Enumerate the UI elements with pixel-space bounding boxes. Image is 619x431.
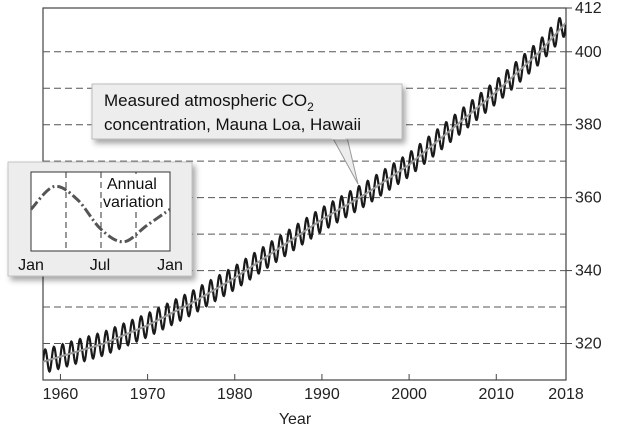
gridlines	[43, 51, 566, 345]
x-axis: 1960 1970 1980 1990 2000 2010 2018	[43, 374, 584, 403]
x-tick-label-2010: 2010	[478, 386, 514, 403]
x-tick-label-1970: 1970	[130, 386, 166, 403]
inset-annual-variation: Annual variation Jan Jul Jan	[7, 161, 193, 277]
x-tick-label-1960: 1960	[43, 386, 79, 403]
x-axis-title: Year	[279, 411, 312, 428]
callout-line-1: Measured atmospheric CO2	[104, 91, 314, 114]
inset-x-label-jan-end: Jan	[157, 257, 183, 274]
y-tick-label-320: 320	[575, 336, 602, 353]
x-tick-label-2000: 2000	[391, 386, 427, 403]
inset-title-line-1: Annual	[107, 176, 157, 193]
inset-x-label-jul: Jul	[90, 257, 110, 274]
y-tick-label-380: 380	[575, 117, 602, 134]
series-trend-line	[43, 21, 566, 363]
callout-box	[91, 83, 403, 140]
y-tick-label-400: 400	[575, 44, 602, 61]
y-axis: 320 340 360 380 400 412	[566, 0, 602, 353]
x-tick-label-2018: 2018	[548, 386, 584, 403]
inset-title-line-2: variation	[103, 194, 163, 211]
y-tick-label-340: 340	[575, 263, 602, 280]
inset-x-label-jan-start: Jan	[18, 257, 44, 274]
x-tick-label-1990: 1990	[304, 386, 340, 403]
x-tick-label-1980: 1980	[217, 386, 253, 403]
y-tick-label-360: 360	[575, 190, 602, 207]
y-tick-label-412: 412	[575, 0, 602, 17]
callout-annotation: Measured atmospheric CO2 concentration, …	[91, 83, 403, 185]
inset-variation-curve	[29, 184, 171, 244]
callout-line-2: concentration, Mauna Loa, Hawaii	[104, 115, 361, 134]
